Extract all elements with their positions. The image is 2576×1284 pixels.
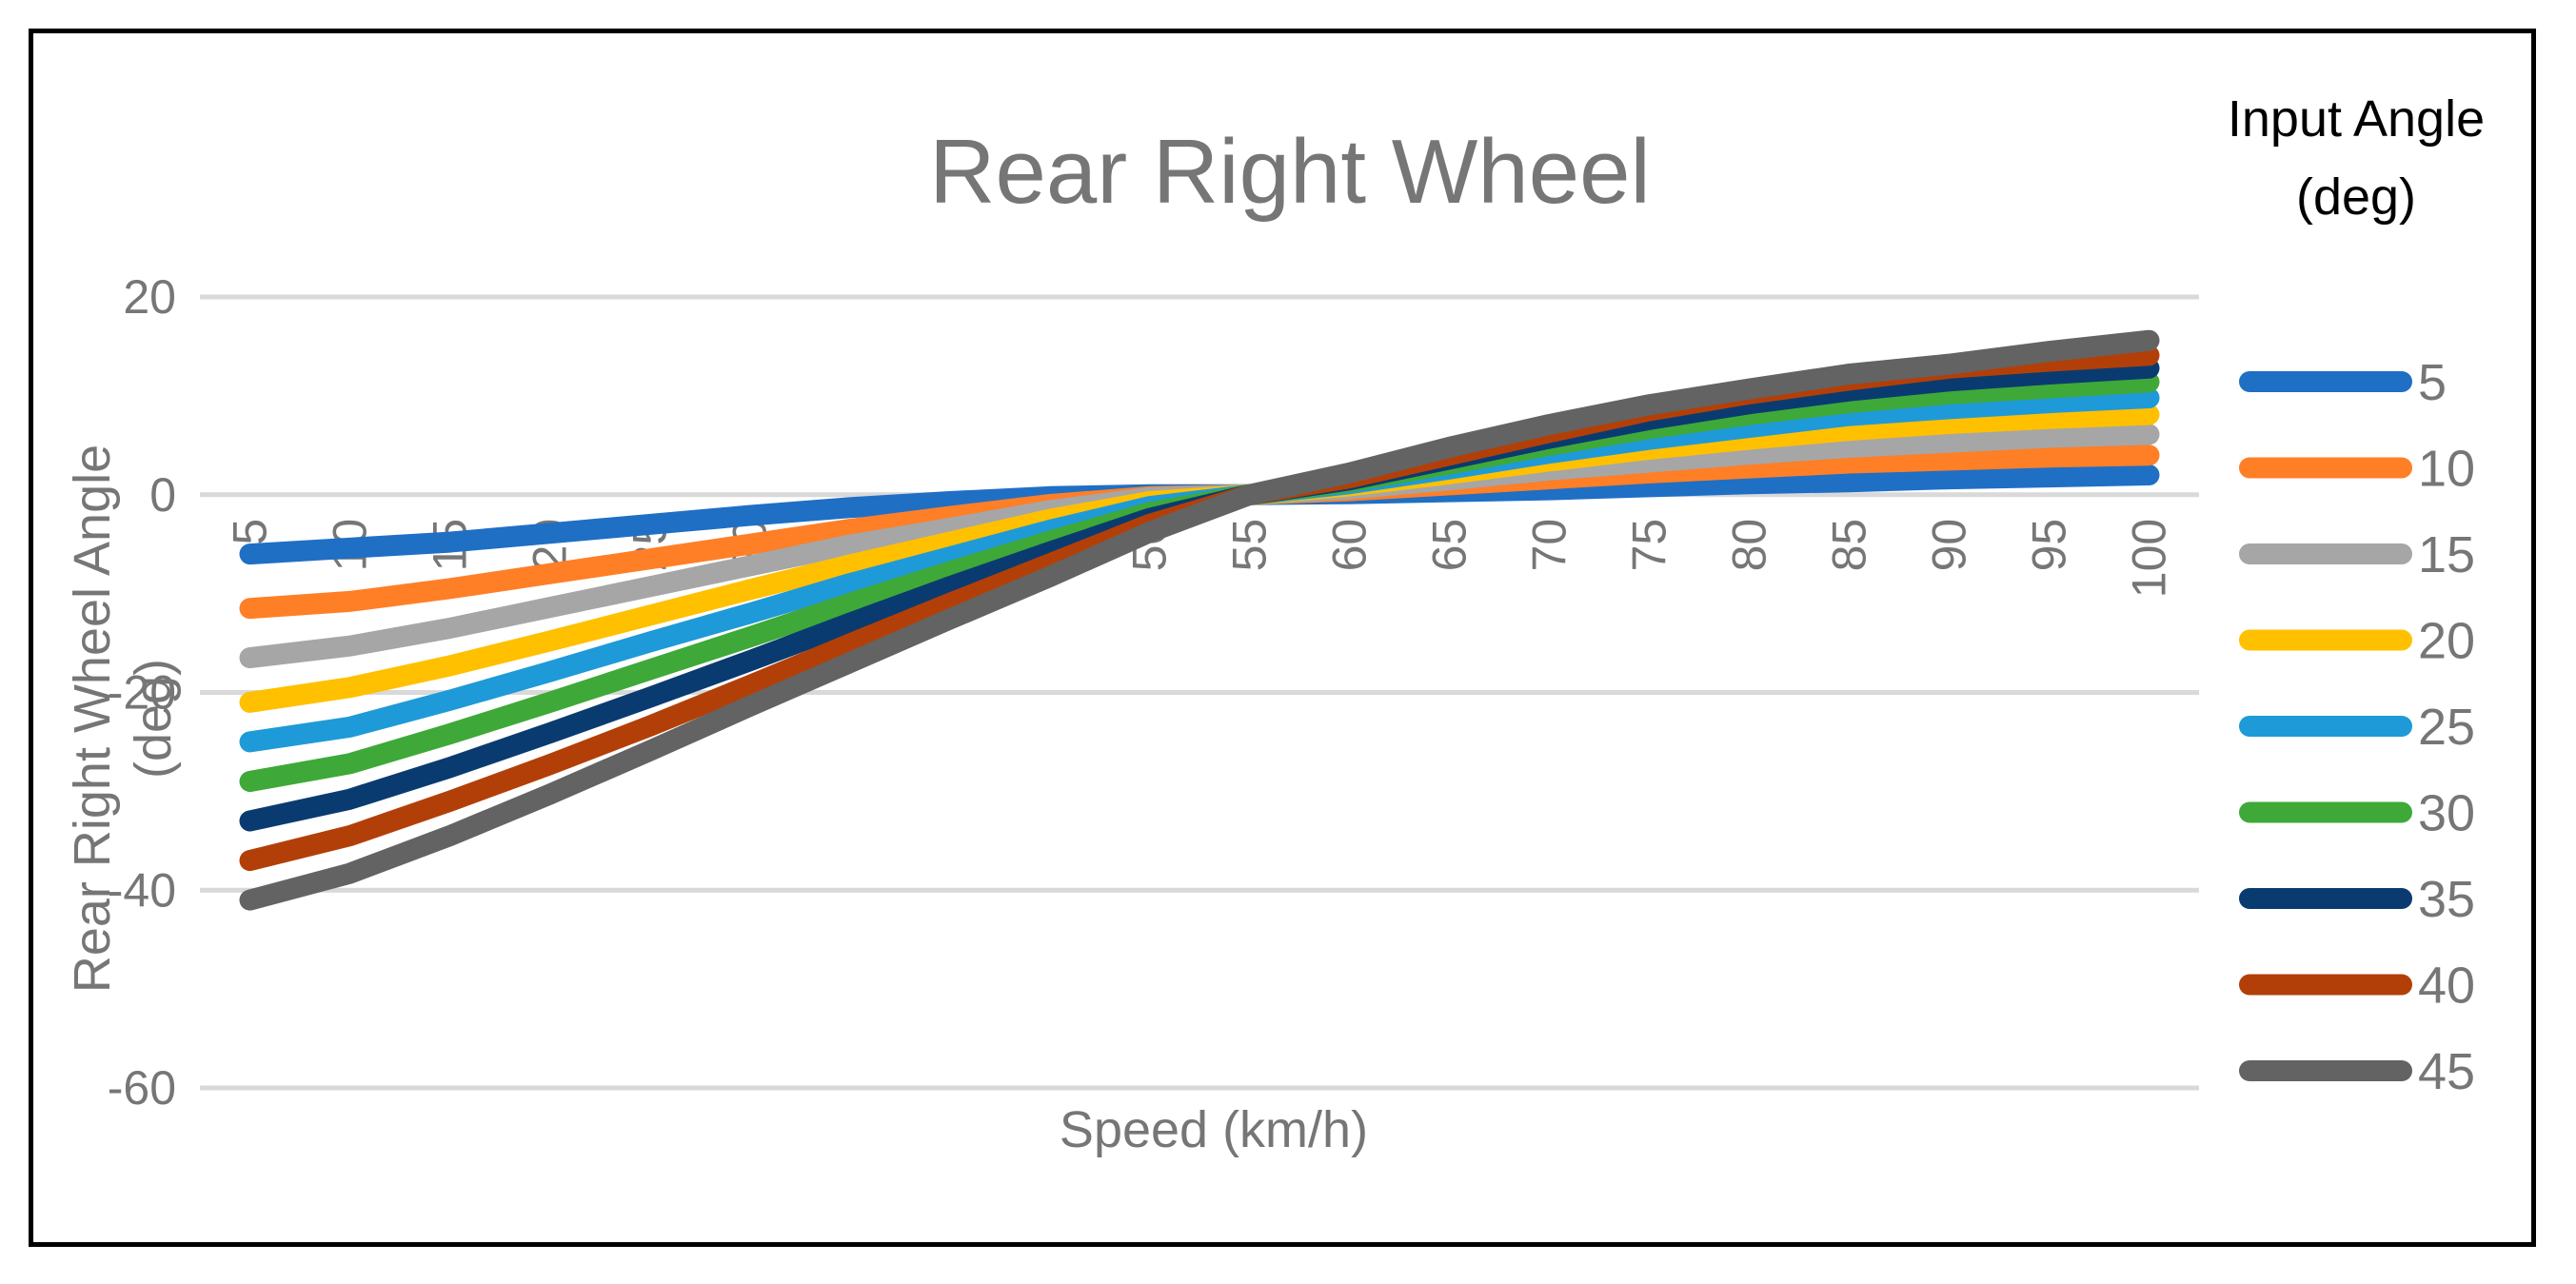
legend-label-25: 25 (2418, 699, 2475, 756)
chart-svg: Rear Right Wheel 20 0 -20 -40 -60 5 10 15 20 25 3… (64, 90, 2485, 1158)
legend-title: Input Angle (deg) (2228, 90, 2485, 226)
x-tick-label: 70 (1523, 519, 1576, 572)
x-tick-label: 85 (1823, 519, 1876, 572)
legend-label-10: 10 (2418, 441, 2475, 498)
y-tick-label: -60 (108, 1061, 176, 1115)
legend-label-15: 15 (2418, 526, 2475, 583)
x-tick-label: 5 (224, 519, 277, 545)
x-tick-label: 60 (1323, 519, 1377, 572)
legend-label-20: 20 (2418, 613, 2475, 670)
x-tick-label: 75 (1623, 519, 1676, 572)
series-line-45 (239, 329, 2160, 911)
x-tick-label: 100 (2123, 519, 2176, 598)
x-tick-label: 65 (1423, 519, 1476, 572)
y-tick-label: -20 (108, 666, 176, 720)
chart-title: Rear Right Wheel (929, 121, 1651, 223)
y-tick-label: 20 (123, 270, 176, 324)
y-axis-title-text: Rear Right Wheel Angle(deg) (64, 444, 182, 993)
x-tick-label: 95 (2023, 519, 2076, 572)
x-tick-label: 55 (1223, 519, 1277, 572)
y-tick-label: -40 (108, 863, 176, 917)
series-layer (239, 329, 2160, 911)
x-tick-label: 90 (1923, 519, 1976, 572)
y-axis-title: Rear Right Wheel Angle(deg) (64, 444, 182, 993)
legend-label-40: 40 (2418, 958, 2475, 1015)
legend-label-45: 45 (2418, 1043, 2475, 1100)
legend-label-5: 5 (2418, 354, 2447, 411)
chart-frame: Rear Right Wheel 20 0 -20 -40 -60 5 10 15 20 25 3… (29, 29, 2536, 1247)
legend: Input Angle (deg) 5 10 15 20 25 30 35 40 45 (2228, 90, 2485, 1100)
x-tick-label: 80 (1723, 519, 1776, 572)
legend-label-35: 35 (2418, 871, 2475, 928)
x-axis-title: Speed (km/h) (1060, 1101, 1368, 1158)
legend-label-30: 30 (2418, 785, 2475, 842)
y-tick-label: 0 (149, 468, 176, 522)
y-tick-labels: 20 0 -20 -40 -60 (108, 270, 176, 1115)
grid-layer (200, 294, 2199, 1091)
